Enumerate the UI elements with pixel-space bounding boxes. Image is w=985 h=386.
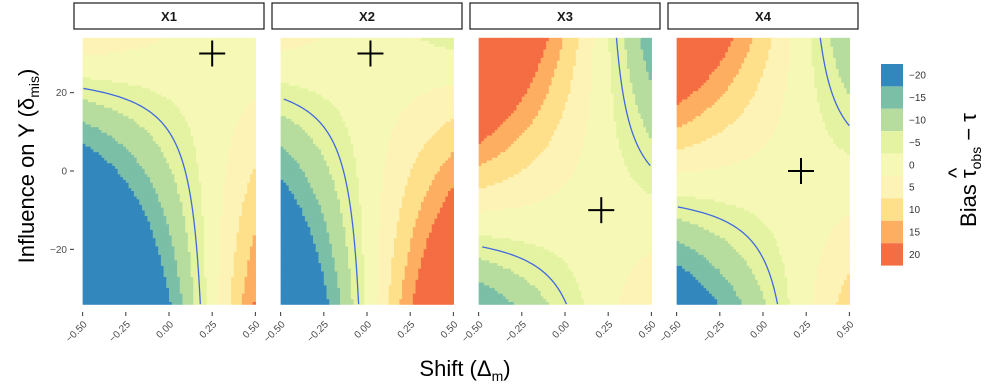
- contour-fill: [83, 38, 256, 305]
- facet-strip: X1: [74, 3, 264, 29]
- facet-strip-label: X1: [161, 9, 177, 24]
